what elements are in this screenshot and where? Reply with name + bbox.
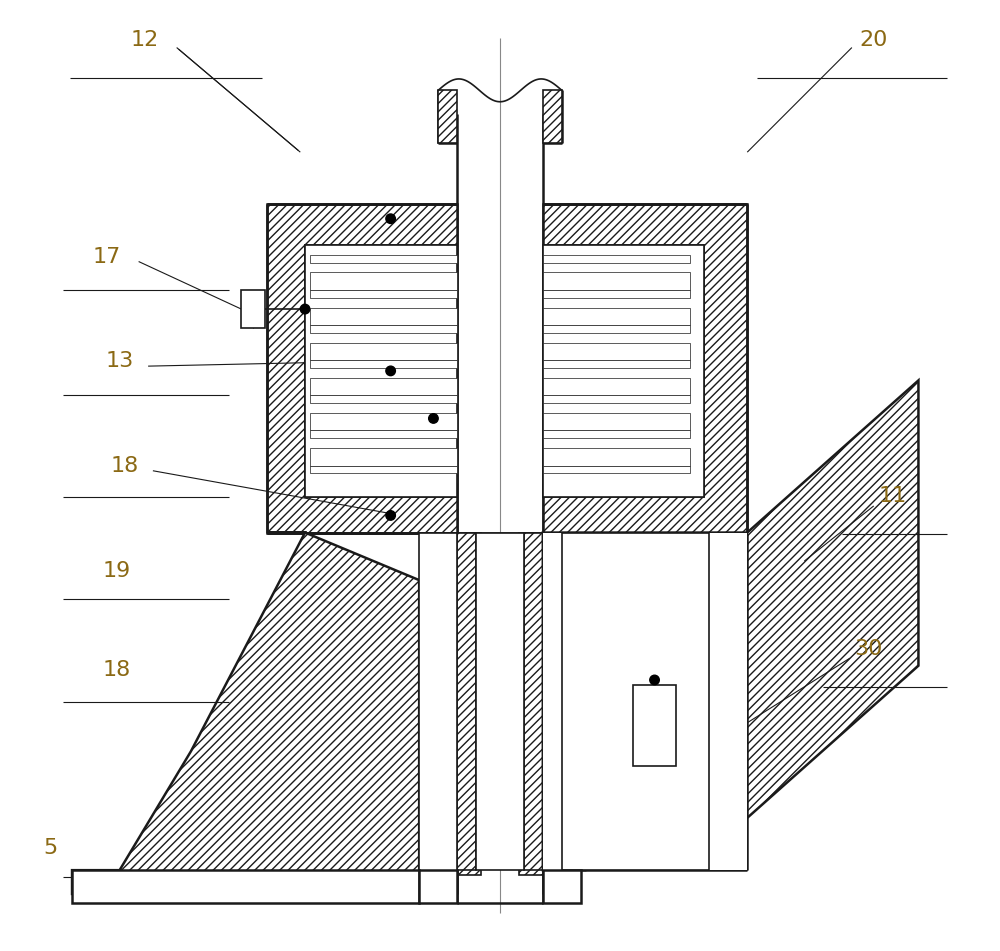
Polygon shape xyxy=(419,870,457,903)
Text: 18: 18 xyxy=(102,660,131,681)
Polygon shape xyxy=(543,204,747,533)
Polygon shape xyxy=(543,298,690,307)
Polygon shape xyxy=(543,368,690,378)
Polygon shape xyxy=(310,438,457,448)
Polygon shape xyxy=(543,378,690,396)
Polygon shape xyxy=(543,533,747,870)
Polygon shape xyxy=(543,403,690,413)
Text: 30: 30 xyxy=(854,638,882,659)
Polygon shape xyxy=(310,466,457,474)
Text: 12: 12 xyxy=(131,29,159,50)
Polygon shape xyxy=(543,485,704,497)
Polygon shape xyxy=(310,307,457,325)
Polygon shape xyxy=(305,255,310,483)
Polygon shape xyxy=(543,870,581,903)
Polygon shape xyxy=(305,485,457,497)
Polygon shape xyxy=(310,413,457,431)
Circle shape xyxy=(429,414,438,423)
Polygon shape xyxy=(543,245,704,497)
Polygon shape xyxy=(72,870,419,903)
Polygon shape xyxy=(457,533,476,870)
Polygon shape xyxy=(543,245,704,252)
Polygon shape xyxy=(633,685,676,766)
Polygon shape xyxy=(310,325,457,333)
Polygon shape xyxy=(543,466,690,474)
Polygon shape xyxy=(310,333,457,342)
Polygon shape xyxy=(310,368,457,378)
Polygon shape xyxy=(310,378,457,396)
Circle shape xyxy=(386,511,395,520)
Polygon shape xyxy=(543,533,562,870)
Polygon shape xyxy=(310,431,457,438)
Polygon shape xyxy=(305,245,457,252)
Polygon shape xyxy=(690,255,704,483)
Polygon shape xyxy=(543,396,690,403)
Polygon shape xyxy=(519,533,543,875)
Polygon shape xyxy=(543,448,690,466)
Polygon shape xyxy=(241,290,265,328)
Polygon shape xyxy=(543,272,690,290)
Text: 13: 13 xyxy=(105,351,134,372)
Polygon shape xyxy=(543,438,690,448)
Polygon shape xyxy=(310,255,457,262)
Polygon shape xyxy=(457,533,481,875)
Polygon shape xyxy=(310,396,457,403)
Polygon shape xyxy=(543,474,690,483)
Polygon shape xyxy=(438,90,457,143)
Polygon shape xyxy=(419,533,457,894)
Text: 20: 20 xyxy=(859,29,888,50)
Polygon shape xyxy=(543,307,690,325)
Polygon shape xyxy=(543,360,690,368)
Circle shape xyxy=(650,675,659,685)
Polygon shape xyxy=(305,245,457,497)
Polygon shape xyxy=(310,474,457,483)
Polygon shape xyxy=(310,262,457,272)
Text: 19: 19 xyxy=(102,560,131,581)
Polygon shape xyxy=(562,533,709,870)
Polygon shape xyxy=(310,403,457,413)
Polygon shape xyxy=(543,413,690,431)
Polygon shape xyxy=(543,255,690,262)
Polygon shape xyxy=(476,533,524,870)
Circle shape xyxy=(386,214,395,223)
Polygon shape xyxy=(524,533,543,870)
Polygon shape xyxy=(543,290,690,298)
Polygon shape xyxy=(543,333,690,342)
Polygon shape xyxy=(543,342,690,360)
Polygon shape xyxy=(543,90,562,143)
Text: 17: 17 xyxy=(93,246,121,267)
Circle shape xyxy=(386,366,395,376)
Text: 5: 5 xyxy=(44,838,58,859)
Circle shape xyxy=(300,304,310,314)
Polygon shape xyxy=(543,325,690,333)
Text: 18: 18 xyxy=(110,456,138,476)
Polygon shape xyxy=(310,290,457,298)
Polygon shape xyxy=(543,431,690,438)
Polygon shape xyxy=(709,533,747,870)
Polygon shape xyxy=(310,342,457,360)
Polygon shape xyxy=(543,380,918,870)
Polygon shape xyxy=(543,262,690,272)
Polygon shape xyxy=(267,204,457,533)
Polygon shape xyxy=(310,448,457,466)
Polygon shape xyxy=(310,360,457,368)
Text: 11: 11 xyxy=(878,486,907,507)
Polygon shape xyxy=(310,298,457,307)
Polygon shape xyxy=(72,533,419,894)
Polygon shape xyxy=(310,272,457,290)
